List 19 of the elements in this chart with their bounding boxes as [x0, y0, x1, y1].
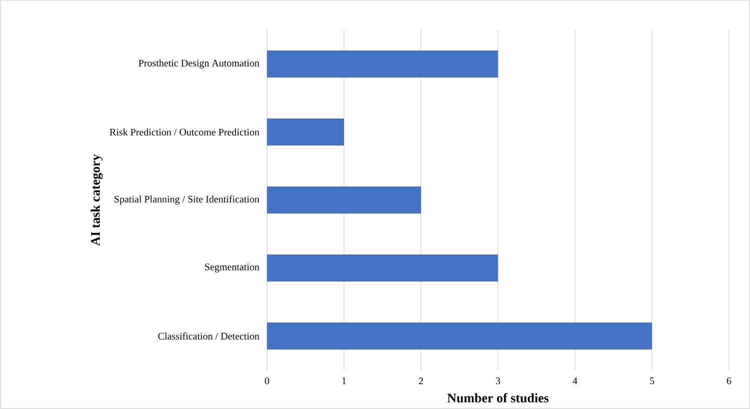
x-axis-title: Number of studies: [447, 393, 549, 402]
bar: [267, 186, 421, 214]
y-tick-label: Risk Prediction / Outcome Prediction: [110, 128, 260, 136]
x-tick-label: 4: [572, 378, 578, 384]
x-tick-label: 5: [650, 378, 654, 384]
bar: [267, 254, 498, 282]
x-tick-label: 6: [726, 378, 732, 384]
x-tick-label: 2: [418, 378, 423, 384]
x-tick-label: 0: [264, 378, 270, 384]
bar: [267, 50, 498, 78]
x-tick-label: 1: [342, 378, 346, 384]
bar: [267, 322, 652, 350]
y-axis-title: AI task category: [90, 154, 103, 246]
y-tick-label: Spatial Planning / Site Identification: [114, 195, 260, 205]
x-tick-label: 3: [496, 378, 500, 384]
y-tick-label: Prosthetic Design Automation: [138, 59, 260, 69]
y-tick-label: Classification / Detection: [158, 332, 260, 340]
y-tick-label: Segmentation: [205, 264, 260, 272]
bar: [267, 118, 344, 146]
